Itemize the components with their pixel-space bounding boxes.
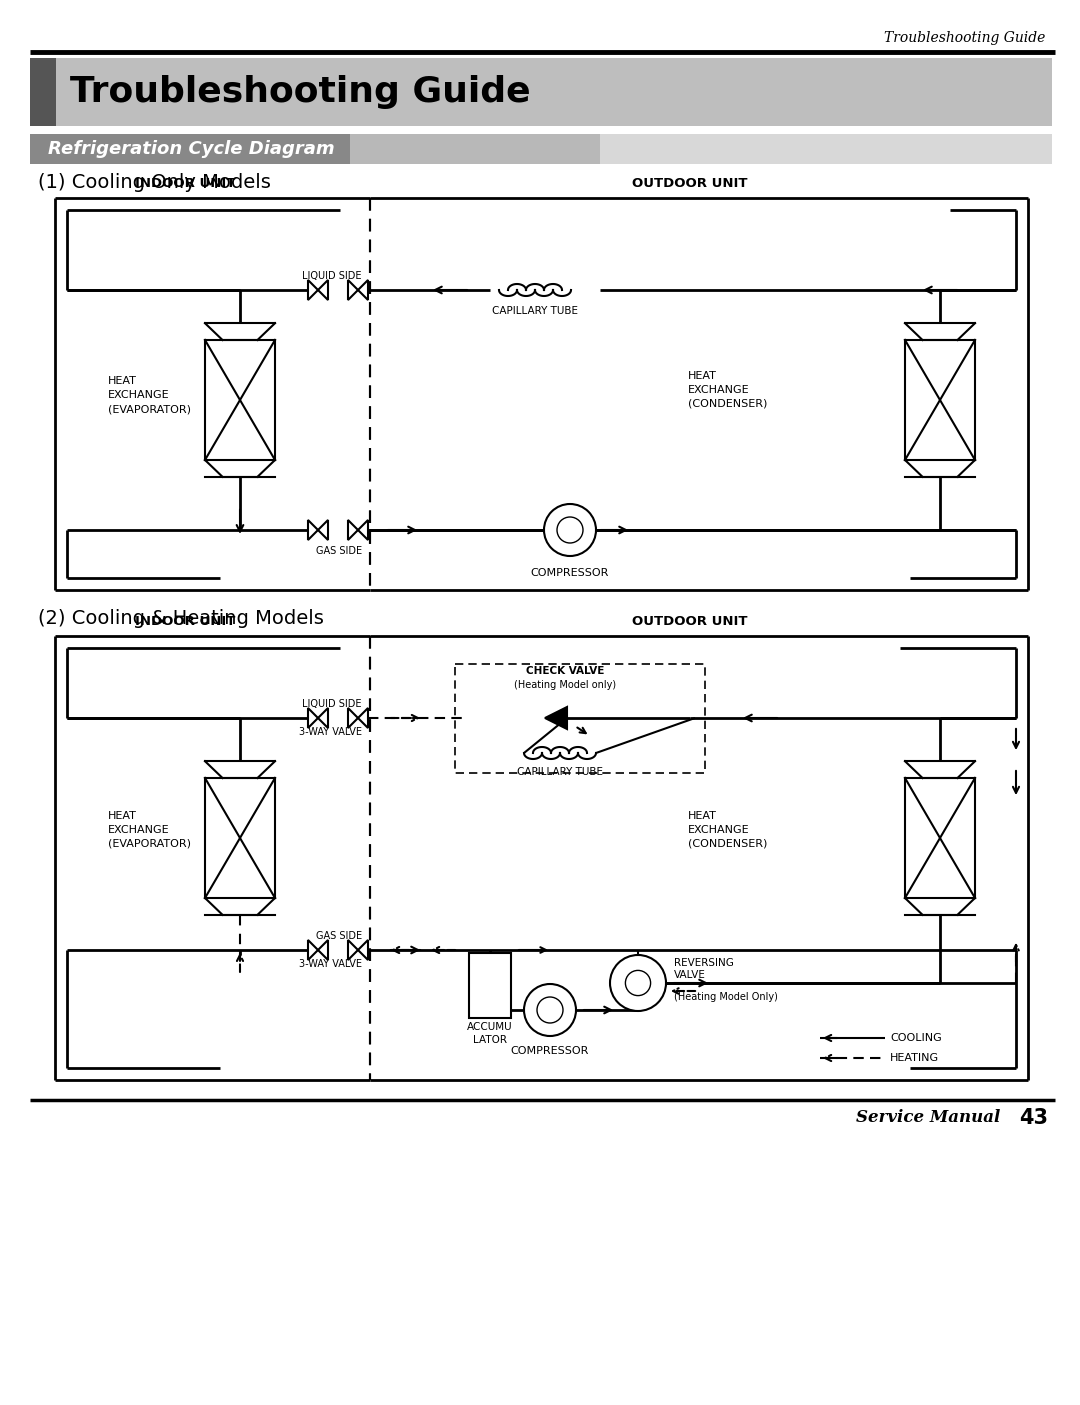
Text: 3-WAY VALVE: 3-WAY VALVE xyxy=(299,960,362,969)
Polygon shape xyxy=(357,520,368,540)
Polygon shape xyxy=(348,520,357,540)
Text: (Heating Model only): (Heating Model only) xyxy=(514,680,616,690)
Text: (1) Cooling Only Models: (1) Cooling Only Models xyxy=(38,173,271,191)
Text: CHECK VALVE: CHECK VALVE xyxy=(526,666,604,676)
Text: 3-WAY VALVE: 3-WAY VALVE xyxy=(299,726,362,738)
Polygon shape xyxy=(308,940,318,960)
Text: LIQUID SIDE: LIQUID SIDE xyxy=(302,700,362,710)
Circle shape xyxy=(557,517,583,542)
Polygon shape xyxy=(205,762,275,778)
Bar xyxy=(600,133,1052,164)
Polygon shape xyxy=(308,280,318,301)
Polygon shape xyxy=(905,762,975,778)
Polygon shape xyxy=(318,520,328,540)
Bar xyxy=(455,665,705,773)
Polygon shape xyxy=(905,340,975,459)
Polygon shape xyxy=(205,778,275,898)
Text: (Heating Model Only): (Heating Model Only) xyxy=(674,992,778,1002)
Text: INDOOR UNIT: INDOOR UNIT xyxy=(135,177,235,190)
Text: Troubleshooting Guide: Troubleshooting Guide xyxy=(70,74,530,110)
Circle shape xyxy=(625,971,650,996)
Bar xyxy=(350,133,1052,164)
Text: Troubleshooting Guide: Troubleshooting Guide xyxy=(883,31,1045,45)
Polygon shape xyxy=(318,940,328,960)
Text: OUTDOOR UNIT: OUTDOOR UNIT xyxy=(632,615,747,628)
Text: HEAT
EXCHANGE
(EVAPORATOR): HEAT EXCHANGE (EVAPORATOR) xyxy=(108,377,191,414)
Polygon shape xyxy=(545,707,567,729)
Text: LIQUID SIDE: LIQUID SIDE xyxy=(302,271,362,281)
Polygon shape xyxy=(905,459,975,476)
Polygon shape xyxy=(205,323,275,340)
Text: CAPILLARY TUBE: CAPILLARY TUBE xyxy=(517,767,603,777)
Polygon shape xyxy=(308,708,318,728)
Text: INDOOR UNIT: INDOOR UNIT xyxy=(135,615,235,628)
Text: 43: 43 xyxy=(1020,1109,1048,1128)
Polygon shape xyxy=(205,898,275,915)
Polygon shape xyxy=(357,280,368,301)
Text: COOLING: COOLING xyxy=(890,1033,942,1043)
Bar xyxy=(30,58,56,126)
Text: Service Manual: Service Manual xyxy=(855,1110,1000,1127)
Polygon shape xyxy=(348,708,357,728)
Bar xyxy=(30,133,1052,164)
Text: HEAT
EXCHANGE
(EVAPORATOR): HEAT EXCHANGE (EVAPORATOR) xyxy=(108,811,191,849)
Polygon shape xyxy=(905,898,975,915)
Polygon shape xyxy=(308,520,318,540)
Text: COMPRESSOR: COMPRESSOR xyxy=(530,568,609,577)
Polygon shape xyxy=(357,708,368,728)
Text: HEAT
EXCHANGE
(CONDENSER): HEAT EXCHANGE (CONDENSER) xyxy=(688,811,768,849)
Text: Refrigeration Cycle Diagram: Refrigeration Cycle Diagram xyxy=(48,140,335,157)
Text: REVERSING
VALVE: REVERSING VALVE xyxy=(674,958,734,981)
Circle shape xyxy=(610,955,666,1012)
Text: COMPRESSOR: COMPRESSOR xyxy=(511,1045,590,1057)
Text: OUTDOOR UNIT: OUTDOOR UNIT xyxy=(632,177,747,190)
Text: CAPILLARY TUBE: CAPILLARY TUBE xyxy=(492,306,578,316)
Text: HEAT
EXCHANGE
(CONDENSER): HEAT EXCHANGE (CONDENSER) xyxy=(688,371,768,409)
Polygon shape xyxy=(357,940,368,960)
Text: GAS SIDE: GAS SIDE xyxy=(315,932,362,941)
Text: (2) Cooling & Heating Models: (2) Cooling & Heating Models xyxy=(38,608,324,628)
Polygon shape xyxy=(205,340,275,459)
Text: GAS SIDE: GAS SIDE xyxy=(315,547,362,556)
Circle shape xyxy=(537,998,563,1023)
Polygon shape xyxy=(348,280,357,301)
Bar xyxy=(30,58,1052,126)
Circle shape xyxy=(524,983,576,1035)
Polygon shape xyxy=(318,708,328,728)
Polygon shape xyxy=(905,323,975,340)
Polygon shape xyxy=(905,778,975,898)
Polygon shape xyxy=(348,940,357,960)
Text: ACCUMU
LATOR: ACCUMU LATOR xyxy=(468,1023,513,1045)
Polygon shape xyxy=(318,280,328,301)
Polygon shape xyxy=(205,459,275,476)
Bar xyxy=(469,953,511,1017)
Text: HEATING: HEATING xyxy=(890,1052,940,1064)
Circle shape xyxy=(544,504,596,556)
